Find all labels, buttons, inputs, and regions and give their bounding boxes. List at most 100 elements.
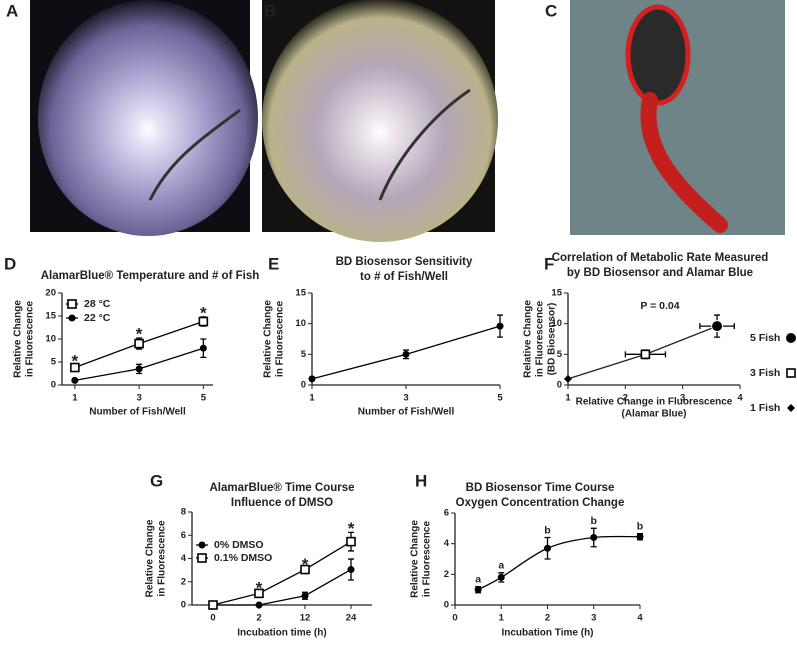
point — [300, 564, 310, 575]
y-axis-label: Relative Change — [410, 520, 421, 598]
x-tick-label: 3 — [680, 393, 685, 404]
y-axis-label: Relative Change — [523, 300, 534, 378]
y-tick-label: 0 — [557, 380, 562, 391]
series-line — [212, 541, 352, 606]
legend-label: 1 Fish — [750, 402, 780, 414]
y-axis-label: in Fluorescence — [535, 300, 546, 377]
x-axis-label: Number of Fish/Well — [89, 407, 186, 418]
y-tick-label: 15 — [45, 311, 56, 322]
y-tick-label: 0 — [444, 600, 449, 611]
x-tick-label: 5 — [497, 393, 503, 404]
point — [71, 376, 79, 384]
x-axis-label: (Alamar Blue) — [621, 409, 686, 420]
point-label: b — [544, 524, 550, 536]
x-axis-label: Relative Change in Fluorescence — [576, 397, 733, 408]
panel-label: E — [268, 254, 279, 273]
chart-title: by BD Biosensor and Alamar Blue — [567, 267, 753, 279]
panel-label: H — [415, 471, 427, 490]
y-axis-label: Relative Change — [13, 300, 24, 378]
y-axis-label: in Fluorescence — [275, 300, 286, 377]
y-tick-label: 0 — [301, 380, 306, 391]
point — [544, 544, 551, 552]
y-tick-label: 2 — [181, 576, 186, 587]
chart-title: AlamarBlue® Time Course — [209, 482, 354, 494]
photo-b — [262, 0, 498, 242]
y-tick-label: 6 — [181, 530, 186, 541]
y-tick-label: 5 — [51, 357, 57, 368]
point-label: * — [302, 555, 309, 574]
y-axis-label: in Fluorescence — [157, 520, 168, 597]
y-tick-label: 0 — [51, 380, 56, 391]
point — [564, 374, 572, 383]
x-tick-label: 0 — [452, 613, 457, 624]
y-tick-label: 10 — [551, 318, 562, 329]
annotation: P = 0.04 — [640, 300, 679, 312]
point — [640, 349, 651, 360]
x-tick-label: 3 — [136, 393, 141, 404]
panel-label: G — [150, 471, 163, 490]
point-label: * — [348, 519, 355, 538]
photo-c — [570, 0, 785, 235]
x-axis-label: Incubation Time (h) — [501, 628, 593, 639]
chart-title: AlamarBlue® Temperature and # of Fish — [41, 270, 260, 282]
x-axis-label: Incubation time (h) — [237, 628, 326, 639]
legend-label: 0% DMSO — [214, 539, 264, 551]
x-tick-label: 24 — [346, 613, 357, 624]
y-tick-label: 20 — [45, 288, 56, 299]
point — [135, 365, 143, 373]
chart-title: BD Biosensor Time Course — [466, 482, 615, 494]
x-tick-label: 5 — [201, 393, 207, 404]
point-label: a — [498, 560, 504, 572]
x-tick-label: 3 — [591, 613, 596, 624]
point — [497, 573, 505, 581]
legend-marker — [785, 332, 797, 344]
point — [308, 375, 316, 383]
y-tick-label: 15 — [295, 288, 306, 299]
legend-label: 28 °C — [84, 298, 111, 310]
point — [134, 338, 144, 349]
y-tick-label: 8 — [181, 507, 186, 518]
y-tick-label: 5 — [301, 349, 307, 360]
point — [496, 322, 504, 330]
point — [255, 601, 263, 609]
point — [347, 566, 355, 574]
point-label: * — [72, 352, 79, 371]
legend-label: 0.1% DMSO — [214, 552, 272, 564]
point — [346, 536, 356, 547]
point — [590, 534, 598, 542]
legend-label: 5 Fish — [750, 332, 780, 344]
panel-label: A — [6, 1, 18, 20]
chart-title: Influence of DMSO — [231, 497, 333, 509]
point — [711, 320, 724, 333]
chart-title: Correlation of Metabolic Rate Measured — [552, 252, 769, 264]
y-axis-label: Relative Change — [145, 519, 156, 597]
y-tick-label: 4 — [444, 538, 450, 549]
y-axis-label: in Fluorescence — [25, 300, 36, 377]
legend-label: 22 °C — [84, 312, 111, 324]
point — [254, 588, 264, 599]
x-tick-label: 3 — [403, 393, 408, 404]
x-tick-label: 1 — [309, 393, 315, 404]
point-label: a — [475, 573, 481, 585]
point-label: * — [200, 303, 207, 322]
point — [474, 586, 482, 594]
y-tick-label: 2 — [444, 569, 449, 580]
y-axis-label: in Fluorescence — [422, 520, 433, 597]
chart-title: to # of Fish/Well — [360, 271, 448, 283]
point-label: b — [637, 520, 643, 532]
x-tick-label: 0 — [210, 613, 215, 624]
series-line — [213, 568, 352, 606]
y-axis-label: (BD Biosensor) — [547, 303, 558, 376]
x-tick-label: 2 — [256, 613, 261, 624]
panel-label: C — [545, 1, 557, 20]
x-tick-label: 1 — [72, 393, 78, 404]
x-tick-label: 1 — [499, 613, 505, 624]
point — [208, 600, 218, 610]
legend-marker — [198, 541, 206, 549]
y-tick-label: 4 — [181, 553, 187, 564]
point-label: * — [256, 579, 263, 598]
legend-marker — [787, 404, 795, 412]
legend-marker — [68, 314, 76, 322]
x-tick-label: 12 — [300, 613, 311, 624]
